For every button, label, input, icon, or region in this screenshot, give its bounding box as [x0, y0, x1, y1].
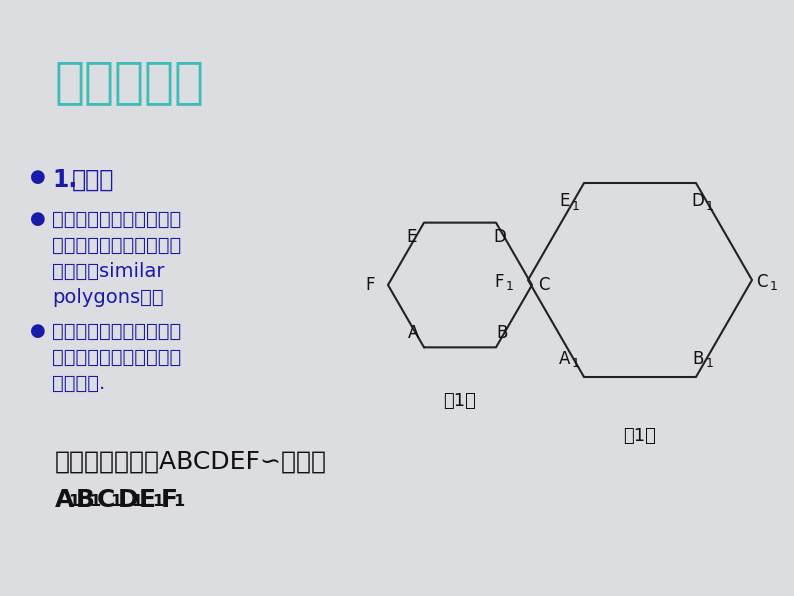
- Text: ●: ●: [30, 322, 46, 340]
- Text: B: B: [692, 350, 704, 368]
- Text: 定义：: 定义：: [72, 168, 114, 192]
- Text: polygons）；: polygons）；: [52, 288, 164, 307]
- Text: D: D: [118, 488, 139, 512]
- Text: E: E: [407, 228, 417, 246]
- Text: 记两个多边形相似时，要: 记两个多边形相似时，要: [52, 322, 181, 341]
- Text: 1: 1: [706, 358, 714, 371]
- Text: 1: 1: [173, 494, 184, 510]
- Text: B: B: [496, 324, 507, 342]
- Text: 1: 1: [110, 494, 121, 510]
- Text: 对应角相等、对应边成比: 对应角相等、对应边成比: [52, 210, 181, 229]
- Text: 多边形（similar: 多边形（similar: [52, 262, 164, 281]
- Text: ●: ●: [30, 210, 46, 228]
- Text: E: E: [560, 192, 570, 210]
- Text: ●: ●: [30, 168, 46, 186]
- Text: 1: 1: [572, 200, 580, 213]
- Text: （1）: （1）: [444, 392, 476, 410]
- Text: 记作如：六边形ABCDEF∽六边形: 记作如：六边形ABCDEF∽六边形: [55, 450, 327, 474]
- Text: 例的两个多边形叫做相似: 例的两个多边形叫做相似: [52, 236, 181, 255]
- Text: F: F: [365, 276, 375, 294]
- Text: 1: 1: [152, 494, 164, 510]
- Text: 1: 1: [68, 494, 79, 510]
- Text: D: D: [494, 228, 507, 246]
- Text: A: A: [55, 488, 75, 512]
- Text: 1: 1: [506, 281, 514, 293]
- Text: 应的位置.: 应的位置.: [52, 374, 106, 393]
- Text: F: F: [160, 488, 177, 512]
- Text: 1: 1: [770, 281, 778, 293]
- Text: （1）: （1）: [623, 427, 657, 445]
- Text: 相似多边形: 相似多边形: [55, 58, 205, 106]
- Text: B: B: [76, 488, 95, 512]
- Text: C: C: [757, 273, 768, 291]
- Text: 1: 1: [706, 200, 714, 213]
- Text: A: A: [408, 324, 420, 342]
- Text: C: C: [97, 488, 115, 512]
- Text: 1.: 1.: [52, 168, 77, 192]
- Text: A: A: [559, 350, 570, 368]
- Text: C: C: [538, 276, 549, 294]
- Text: 1: 1: [89, 494, 100, 510]
- Text: 1: 1: [572, 358, 580, 371]
- Text: E: E: [139, 488, 156, 512]
- Text: D: D: [691, 192, 704, 210]
- Text: F: F: [495, 273, 504, 291]
- Text: 把对应顶点的字母写在对: 把对应顶点的字母写在对: [52, 348, 181, 367]
- Text: 1: 1: [131, 494, 142, 510]
